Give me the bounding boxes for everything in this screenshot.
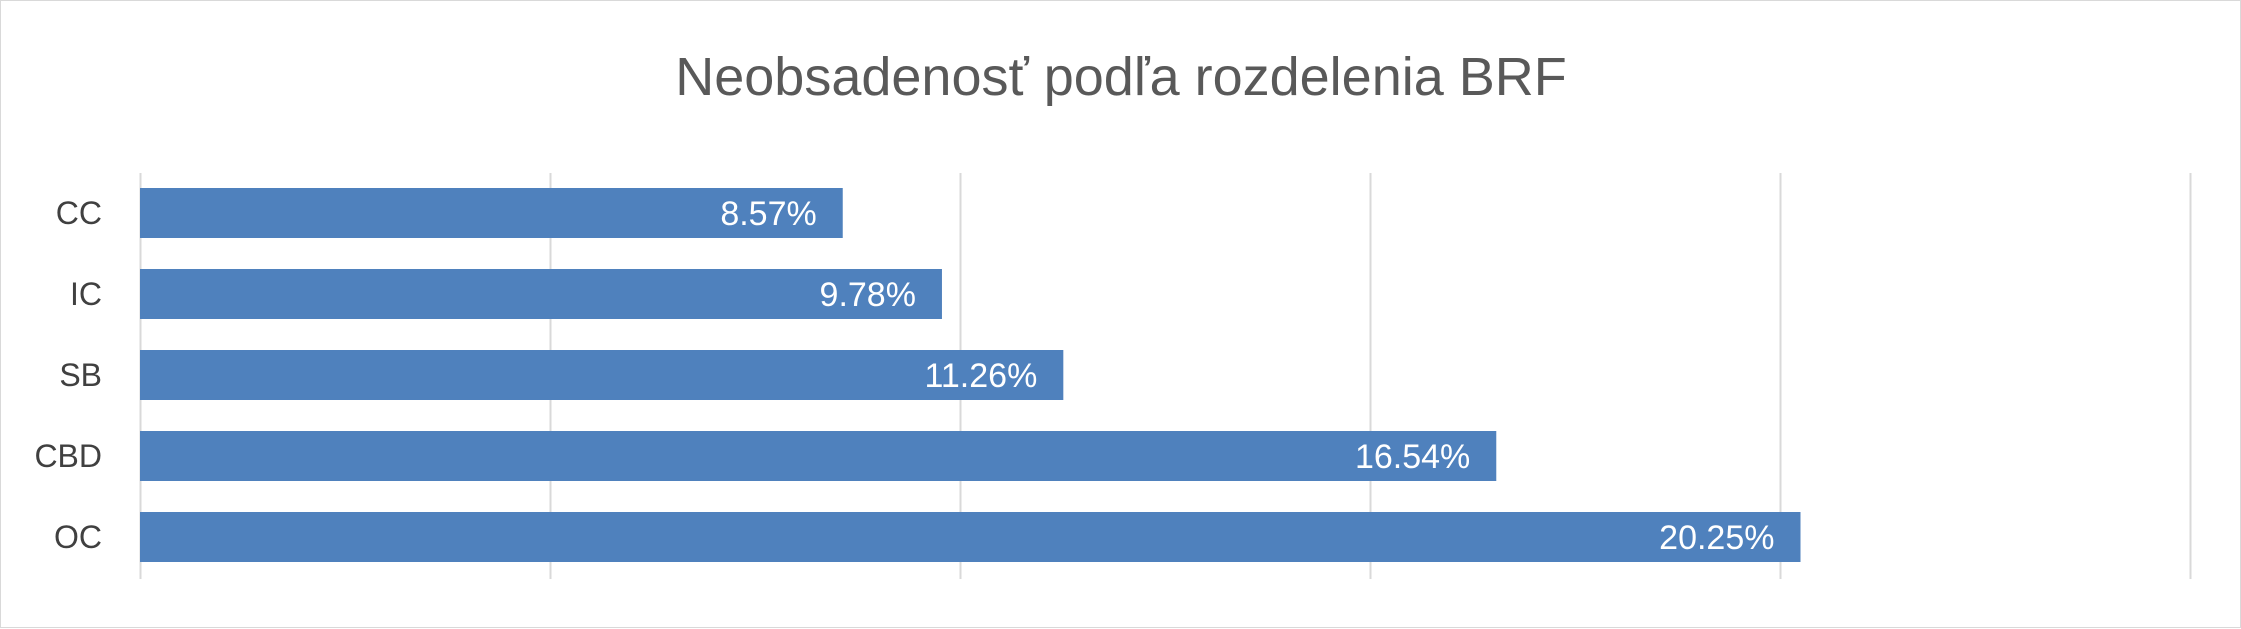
bar-oc	[140, 512, 1801, 562]
data-label-ic: 9.78%	[820, 276, 916, 314]
bar-cbd	[140, 431, 1497, 481]
category-label-cc: CC	[56, 195, 102, 231]
data-label-cc: 8.57%	[720, 195, 816, 233]
chart-title: Neobsadenosť podľa rozdelenia BRF	[675, 47, 1567, 107]
data-label-cbd: 16.54%	[1355, 438, 1470, 476]
data-label-oc: 20.25%	[1659, 519, 1774, 557]
category-label-ic: IC	[70, 276, 102, 312]
data-label-sb: 11.26%	[925, 357, 1038, 395]
category-label-cbd: CBD	[34, 438, 102, 474]
bar-sb	[140, 350, 1064, 400]
bar-cc	[140, 188, 843, 238]
bars	[140, 188, 1801, 562]
category-axis: CC IC SB CBD OC	[34, 195, 102, 555]
bar-ic	[140, 269, 942, 319]
category-label-oc: OC	[54, 519, 102, 555]
category-label-sb: SB	[59, 357, 102, 393]
data-labels: 8.57% 9.78% 11.26% 16.54% 20.25%	[720, 195, 1774, 557]
